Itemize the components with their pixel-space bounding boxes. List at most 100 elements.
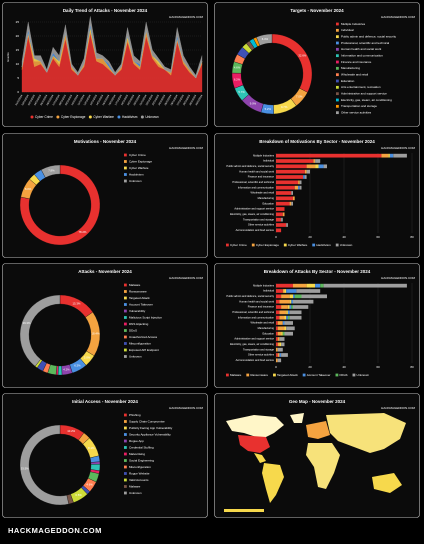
legend-swatch bbox=[124, 348, 127, 352]
x-tick-label: 08/11/2024 bbox=[58, 94, 67, 106]
y-tick-label: Multiple Industries bbox=[253, 153, 275, 157]
bar bbox=[284, 315, 287, 320]
bar bbox=[276, 353, 278, 357]
x-tick-label: 17/11/2024 bbox=[114, 94, 123, 106]
value-label: 6.2% bbox=[234, 78, 241, 82]
legend-swatch bbox=[117, 115, 121, 119]
source: HACKMAGEDDON.COM bbox=[381, 146, 415, 150]
x-tick-label: 26/11/2024 bbox=[170, 94, 179, 106]
land-north bbox=[226, 415, 284, 437]
legend-swatch bbox=[336, 47, 339, 51]
legend-label: Malware bbox=[129, 283, 141, 287]
value-label: 8.0% bbox=[25, 187, 32, 191]
y-tick-label: 5 bbox=[17, 76, 19, 80]
x-tick-label: 80 bbox=[410, 365, 414, 369]
legend-label: Public admin and defence, social securit… bbox=[341, 34, 397, 38]
bar bbox=[281, 342, 285, 347]
legend-label: Cyber Espionage bbox=[61, 115, 86, 119]
y-tick-label: Electricity, gas, steam, air conditionin… bbox=[230, 342, 274, 346]
legend-label: Transportation and storage bbox=[341, 104, 377, 108]
x-tick-label: 15/11/2024 bbox=[102, 94, 111, 106]
x-tick-label: 13/11/2024 bbox=[89, 94, 98, 106]
bar bbox=[281, 353, 288, 357]
bar bbox=[388, 153, 390, 158]
y-tick-label: Individual bbox=[263, 289, 274, 293]
bar bbox=[315, 164, 319, 169]
bar bbox=[303, 175, 305, 179]
legend-swatch bbox=[226, 243, 229, 247]
chart-title: Geo Map - November 2024 bbox=[289, 399, 346, 404]
legend-label: Unknown bbox=[145, 115, 159, 119]
y-tick-label: Human health and social work bbox=[239, 299, 274, 303]
bar bbox=[294, 294, 302, 299]
bar bbox=[313, 159, 316, 163]
x-tick-label: 40 bbox=[342, 365, 346, 369]
bar bbox=[279, 342, 282, 347]
y-tick-label: Other service activities bbox=[248, 353, 275, 357]
panels: Daily Trend of Attacks - November 2024 HA… bbox=[2, 2, 420, 518]
legend-label: Individual bbox=[341, 28, 354, 32]
legend-swatch bbox=[124, 452, 127, 456]
legend-swatch bbox=[336, 22, 339, 26]
legend-swatch bbox=[124, 433, 127, 436]
legend-swatch bbox=[124, 166, 127, 170]
legend-label: Security Appliance Vulnerability bbox=[129, 432, 171, 436]
bar bbox=[284, 326, 287, 331]
source: HACKMAGEDDON.COM bbox=[169, 15, 203, 19]
x-tick-label: 10/11/2024 bbox=[71, 94, 80, 106]
x-tick-label: 27/11/2024 bbox=[176, 94, 185, 106]
y-tick-label: Education bbox=[262, 331, 274, 335]
bar bbox=[276, 196, 293, 201]
legend-swatch bbox=[336, 104, 339, 108]
legend-label: Cyber Crime bbox=[230, 243, 247, 247]
value-label: 7.0% bbox=[296, 95, 303, 99]
legend-swatch bbox=[336, 98, 339, 102]
bar bbox=[277, 326, 285, 331]
legend-label: Supply Chain Compromise bbox=[129, 419, 165, 423]
bar bbox=[276, 169, 305, 174]
legend-swatch bbox=[56, 115, 60, 119]
legend-swatch bbox=[336, 41, 339, 45]
bar bbox=[284, 331, 293, 336]
legend-label: Unknown bbox=[340, 243, 353, 247]
panel bbox=[214, 2, 420, 127]
value-label: 6.4% bbox=[262, 37, 269, 41]
bar bbox=[276, 212, 283, 217]
legend-label: Malware bbox=[230, 373, 242, 377]
y-tick-label: Information and communication bbox=[238, 315, 275, 319]
chart-title: Motivations - November 2024 bbox=[74, 139, 137, 144]
legend-swatch bbox=[124, 335, 127, 339]
panel bbox=[214, 263, 420, 388]
x-tick-label: 21/11/2024 bbox=[139, 94, 148, 106]
x-tick-label: 22/11/2024 bbox=[145, 94, 154, 106]
panel bbox=[2, 133, 208, 258]
y-tick-label: Individual bbox=[263, 159, 274, 163]
bar bbox=[299, 185, 302, 190]
bar bbox=[281, 294, 290, 299]
legend-swatch bbox=[124, 465, 127, 469]
bar bbox=[276, 305, 282, 309]
bar bbox=[276, 347, 278, 352]
legend-label: Cyber Crime bbox=[35, 115, 53, 119]
x-tick-label: 30/11/2024 bbox=[195, 94, 204, 106]
bar bbox=[289, 299, 292, 304]
bar bbox=[276, 175, 304, 179]
legend-swatch bbox=[336, 79, 339, 83]
bar bbox=[293, 196, 295, 201]
bar bbox=[279, 299, 290, 304]
legend-swatch bbox=[336, 92, 339, 96]
y-tick-label: Accommodation and food service bbox=[236, 228, 275, 232]
legend-label: DDoS bbox=[340, 373, 348, 377]
legend-swatch bbox=[336, 35, 339, 39]
bar bbox=[276, 315, 280, 320]
y-tick-label: Accommodation and food service bbox=[236, 358, 275, 362]
bar bbox=[289, 310, 302, 315]
bar bbox=[299, 180, 302, 185]
y-tick-label: Human health and social work bbox=[239, 169, 274, 173]
legend-label: Unknown bbox=[129, 354, 142, 358]
legend-swatch bbox=[226, 373, 229, 377]
legend-label: Exposed API Endpoint bbox=[129, 348, 159, 352]
legend-swatch bbox=[336, 54, 339, 58]
bar bbox=[323, 164, 327, 169]
